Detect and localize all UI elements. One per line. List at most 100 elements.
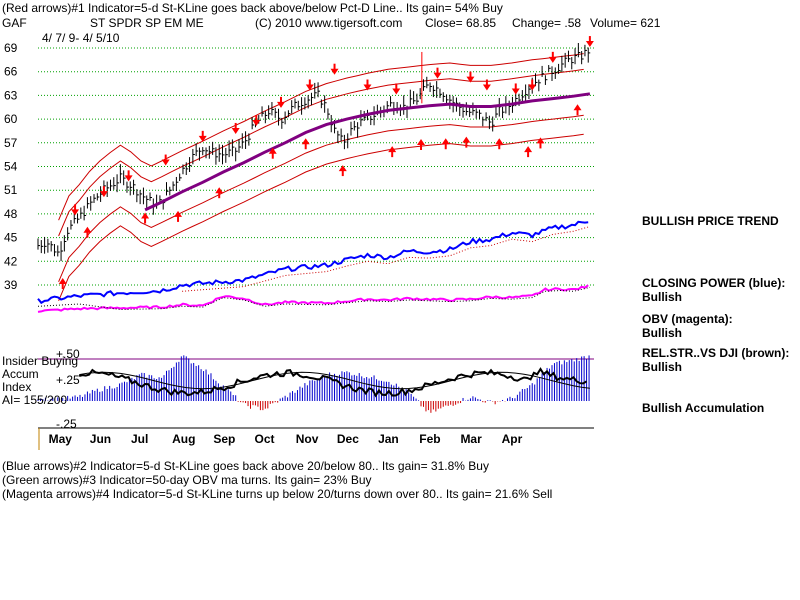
buy-arrow <box>573 104 582 116</box>
buy-arrow <box>174 210 183 222</box>
buy-arrow <box>301 138 310 150</box>
outer-lower-band <box>58 133 584 301</box>
grid-lines <box>38 47 594 450</box>
x-tick-label: Dec <box>337 432 359 446</box>
x-tick-label: Apr <box>502 432 523 446</box>
buy-arrow <box>536 137 545 149</box>
y-tick-label: 48 <box>4 207 18 221</box>
x-tick-label: Aug <box>172 432 195 446</box>
arrow-head <box>585 41 594 48</box>
arrow-head <box>466 76 475 83</box>
arrow-head <box>215 187 224 194</box>
index-label: Index <box>2 380 32 394</box>
outer-upper-band <box>58 53 584 221</box>
plus25-label: +.25 <box>56 373 80 387</box>
arrow-head <box>392 88 401 95</box>
arrow-head <box>252 120 261 127</box>
relstr-status: Bullish <box>642 360 683 374</box>
arrow-head <box>58 278 67 285</box>
arrow-head <box>388 146 397 153</box>
arrow-head <box>495 138 504 145</box>
price-bars <box>37 43 591 262</box>
x-tick-label: Jun <box>90 432 111 446</box>
obv-ma <box>37 286 591 311</box>
sell-arrow <box>482 79 491 91</box>
x-tick-label: Jul <box>131 432 148 446</box>
sell-arrow <box>392 83 401 95</box>
x-tick-label: Sep <box>213 432 235 446</box>
arrow-head <box>548 56 557 63</box>
relative-strength-ma <box>79 371 590 390</box>
upper-band <box>58 68 584 237</box>
arrow-head <box>573 104 582 111</box>
obv-label: OBV (magenta): <box>642 312 733 326</box>
sell-arrow <box>585 36 594 48</box>
sell-arrow <box>198 130 207 142</box>
x-tick-label: Mar <box>460 432 482 446</box>
sell-arrow <box>363 79 372 91</box>
arrow-head <box>462 136 471 143</box>
sell-arrow <box>231 122 240 134</box>
arrow-head <box>482 84 491 91</box>
sell-arrow <box>528 79 537 91</box>
sell-arrow <box>99 186 108 198</box>
accumulation-status: Bullish Accumulation <box>642 401 765 415</box>
relstr-label: REL.STR..VS DJI (brown): <box>642 346 790 360</box>
arrow-head <box>536 137 545 144</box>
sell-arrow <box>252 115 261 127</box>
ma-line <box>144 92 591 212</box>
sell-arrow <box>161 154 170 166</box>
y-tick-label: 60 <box>4 112 18 126</box>
fund-name: ST SPDR SP EM ME <box>90 16 204 30</box>
buy-arrow <box>268 147 277 159</box>
x-tick-label: May <box>49 432 73 446</box>
arrow-head <box>417 139 426 146</box>
x-tick-label: Feb <box>419 432 440 446</box>
closing-power-ma <box>182 226 591 292</box>
arrow-head <box>528 84 537 91</box>
moving-average <box>144 92 591 212</box>
buy-arrow <box>83 226 92 238</box>
closing-power-line <box>37 220 591 305</box>
arrow-head <box>301 138 310 145</box>
arrow-head <box>338 165 347 172</box>
arrow-head <box>83 226 92 233</box>
arrow-head <box>268 147 277 154</box>
buy-arrow <box>141 212 150 224</box>
x-tick-label: Oct <box>255 432 275 446</box>
y-tick-label: 57 <box>4 136 18 150</box>
change-value: Change= .58 <box>512 16 582 30</box>
signal-arrows <box>58 36 594 290</box>
arrow-head <box>161 159 170 166</box>
buy-arrow <box>417 139 426 151</box>
sell-arrow <box>433 67 442 79</box>
y-tick-label: 66 <box>4 65 18 79</box>
y-tick-label: 54 <box>4 160 18 174</box>
arrow-head <box>511 88 520 95</box>
arrow-head <box>441 138 450 145</box>
sell-arrow <box>305 79 314 91</box>
obv-status: Bullish <box>642 326 683 340</box>
sell-arrow <box>330 63 339 75</box>
x-tick-label: Jan <box>378 432 399 446</box>
buy-arrow <box>338 165 347 177</box>
sell-arrow <box>124 170 133 182</box>
buy-arrow <box>495 138 504 150</box>
closing-power-series <box>37 220 589 305</box>
x-axis-labels: May Jun Jul Aug Sep Oct Nov Dec Jan Feb Mar Apr <box>49 432 523 446</box>
sell-arrow <box>511 83 520 95</box>
y-axis-labels: 69 66 63 60 57 54 51 48 45 42 39 <box>4 41 18 292</box>
arrow-head <box>305 84 314 91</box>
close-value: Close= 68.85 <box>425 16 497 30</box>
arrow-head <box>276 101 285 108</box>
sell-arrow <box>548 51 557 63</box>
sell-arrow <box>71 204 80 216</box>
accum-panel <box>37 355 594 413</box>
arrow-head <box>124 175 133 182</box>
arrow-head <box>524 146 533 153</box>
obv-line <box>37 284 591 313</box>
footer-line-2: (Green arrows)#3 Indicator=50-day OBV ma… <box>2 473 372 487</box>
buy-arrow <box>215 187 224 199</box>
arrow-head <box>174 210 183 217</box>
